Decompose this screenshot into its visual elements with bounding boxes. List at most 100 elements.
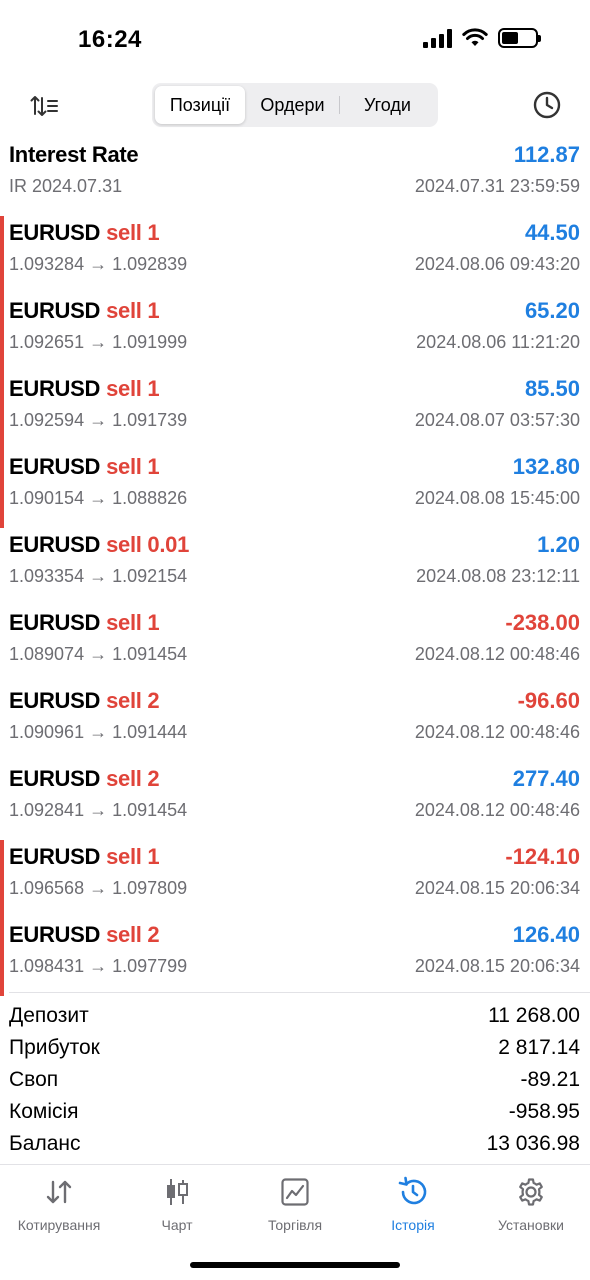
deal-side: sell 2 <box>106 688 160 713</box>
candlestick-icon <box>167 1179 188 1205</box>
deal-symbol-text: EURUSD <box>9 844 101 869</box>
deal-prices: 1.090154 → 1.088826 <box>9 488 188 508</box>
deal-time: 2024.08.12 00:48:46 <box>414 800 580 820</box>
tab-settings[interactable]: Установки <box>472 1175 590 1233</box>
summary-label: Прибуток <box>9 1036 100 1059</box>
deal-symbol: Interest Rate <box>9 142 144 168</box>
summary-value: -89.21 <box>520 1068 580 1091</box>
deal-row[interactable]: EURUSD sell 1 1.092594 → 1.091739 85.50 2024… <box>0 372 590 450</box>
deal-symbol: EURUSD sell 0.01 <box>9 532 189 558</box>
deal-prices: 1.093354 → 1.092154 <box>9 566 188 586</box>
deal-symbol: EURUSD sell 1 <box>9 454 160 480</box>
deal-side: sell 1 <box>106 220 160 245</box>
deal-profit: 65.20 <box>524 298 580 323</box>
deal-row[interactable]: EURUSD sell 2 1.090961 → 1.091444 -96.60 202… <box>0 684 590 762</box>
deal-row[interactable]: EURUSD sell 1 1.089074 → 1.091454 -238.00 20… <box>0 606 590 684</box>
deal-prices: 1.092841 → 1.091454 <box>9 800 188 820</box>
deal-symbol-text: EURUSD <box>9 766 101 791</box>
deal-time: 2024.08.08 23:12:11 <box>416 566 580 586</box>
deal-time: 2024.08.15 20:06:34 <box>414 878 580 898</box>
deal-profit: 44.50 <box>524 220 580 245</box>
deal-time: 2024.08.07 03:57:30 <box>414 410 580 430</box>
deal-row[interactable]: EURUSD sell 2 1.098431 → 1.097799 126.40 202… <box>0 918 590 996</box>
tab-chart[interactable]: Чарт <box>118 1175 236 1233</box>
deal-row[interactable]: EURUSD sell 1 1.093284 → 1.092839 44.50 2024… <box>0 216 590 294</box>
deal-symbol-text: EURUSD <box>9 220 101 245</box>
deal-symbol: EURUSD sell 1 <box>9 844 160 870</box>
deal-symbol: EURUSD sell 1 <box>9 298 160 324</box>
deal-profit: 132.80 <box>512 454 580 479</box>
tab-trade[interactable]: Торгівля <box>236 1175 354 1233</box>
deal-side: sell 2 <box>106 766 160 791</box>
time-filter-button[interactable] <box>530 88 564 122</box>
deal-profit: 112.87 <box>513 142 580 167</box>
tab-orders[interactable]: Ордери <box>245 86 340 124</box>
deal-side: sell 1 <box>106 454 160 479</box>
tab-history-label: Історія <box>391 1217 435 1233</box>
deal-row[interactable]: Interest Rate IR 2024.07.31 112.87 2024.07.… <box>0 138 590 216</box>
sort-button[interactable] <box>28 90 60 122</box>
status-time: 16:24 <box>78 26 142 53</box>
summary-row: Баланс 13 036.98 <box>0 1128 590 1160</box>
deal-symbol: EURUSD sell 1 <box>9 376 160 402</box>
tab-chart-label: Чарт <box>161 1217 193 1233</box>
deal-prices: 1.096568 → 1.097809 <box>9 878 188 898</box>
deal-side: sell 1 <box>106 610 160 635</box>
deal-prices: 1.089074 → 1.091454 <box>9 644 188 664</box>
deal-symbol: EURUSD sell 2 <box>9 922 160 948</box>
deal-side: sell 1 <box>106 844 160 869</box>
deal-row[interactable]: EURUSD sell 1 1.090154 → 1.088826 132.80 202… <box>0 450 590 528</box>
deal-row[interactable]: EURUSD sell 1 1.096568 → 1.097809 -124.10 20… <box>0 840 590 918</box>
summary-row: Комісія -958.95 <box>0 1096 590 1128</box>
deal-side: sell 1 <box>106 376 160 401</box>
deal-prices: 1.090961 → 1.091444 <box>9 722 188 742</box>
summary-label: Депозит <box>9 1004 89 1027</box>
deal-profit: -96.60 <box>517 688 580 713</box>
deal-row[interactable]: EURUSD sell 1 1.092651 → 1.091999 65.20 2024… <box>0 294 590 372</box>
battery-icon <box>498 28 541 48</box>
tab-history[interactable]: Історія <box>354 1175 472 1233</box>
deal-symbol: EURUSD sell 2 <box>9 766 160 792</box>
trade-chart-icon <box>281 1178 309 1206</box>
deal-symbol-text: EURUSD <box>9 532 101 557</box>
deal-time: 2024.08.12 00:48:46 <box>414 722 580 742</box>
deals-list: Interest Rate IR 2024.07.31 112.87 2024.07.… <box>0 138 590 996</box>
deal-profit: -238.00 <box>505 610 580 635</box>
deal-prices: 1.092594 → 1.091739 <box>9 410 188 430</box>
deal-prices: 1.092651 → 1.091999 <box>9 332 188 352</box>
summary-row: Своп -89.21 <box>0 1064 590 1096</box>
tab-quotes[interactable]: Котирування <box>0 1175 118 1233</box>
deal-prices: 1.098431 → 1.097799 <box>9 956 188 976</box>
deal-row[interactable]: EURUSD sell 0.01 1.093354 → 1.092154 1.20 20… <box>0 528 590 606</box>
tab-deals[interactable]: Угоди <box>364 94 411 115</box>
deal-symbol: EURUSD sell 1 <box>9 610 160 636</box>
deal-time: 2024.08.08 15:45:00 <box>414 488 580 508</box>
summary-value: 11 268.00 <box>488 1004 580 1027</box>
deal-time: 2024.07.31 23:59:59 <box>414 176 580 196</box>
deal-symbol-text: EURUSD <box>9 610 101 635</box>
deal-side: sell 1 <box>106 298 160 323</box>
tab-positions[interactable]: Позиції <box>155 86 245 124</box>
summary-label: Комісія <box>9 1100 79 1123</box>
bottom-tab-bar: Котирування Чарт Торгівля <box>0 1164 590 1280</box>
sort-icon <box>30 96 58 116</box>
deal-row[interactable]: EURUSD sell 2 1.092841 → 1.091454 277.40 202… <box>0 762 590 840</box>
deal-time: 2024.08.12 00:48:46 <box>414 644 580 664</box>
deal-symbol-text: EURUSD <box>9 688 101 713</box>
cellular-signal-icon <box>423 28 452 48</box>
deal-symbol: EURUSD sell 2 <box>9 688 160 714</box>
history-header: Позиції Ордери Угоди <box>0 80 590 132</box>
tab-trade-label: Торгівля <box>267 1217 323 1233</box>
tab-settings-label: Установки <box>498 1217 564 1233</box>
deal-profit: 126.40 <box>512 922 580 947</box>
deal-symbol-text: Interest Rate <box>9 142 139 167</box>
clock-icon <box>533 91 561 119</box>
summary-row: Депозит 11 268.00 <box>0 1000 590 1032</box>
deal-symbol: EURUSD sell 1 <box>9 220 160 246</box>
wifi-icon <box>462 28 488 46</box>
deal-profit: 277.40 <box>512 766 580 791</box>
deal-symbol-text: EURUSD <box>9 922 101 947</box>
home-indicator <box>190 1262 400 1268</box>
deal-prices: 1.093284 → 1.092839 <box>9 254 188 274</box>
summary-value: 13 036.98 <box>486 1132 580 1155</box>
